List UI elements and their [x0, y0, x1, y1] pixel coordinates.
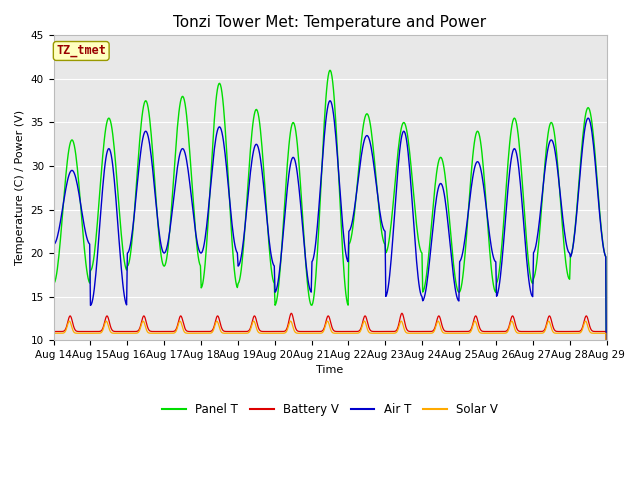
Solar V — [398, 319, 406, 325]
Panel T — [60, 199, 67, 205]
Panel T — [326, 68, 333, 73]
Battery V — [414, 329, 422, 335]
Air T — [60, 200, 67, 205]
Line: Battery V: Battery V — [54, 313, 607, 427]
Panel T — [202, 252, 210, 258]
Panel T — [414, 235, 422, 240]
Battery V — [60, 328, 67, 334]
Air T — [50, 241, 58, 247]
Solar V — [173, 327, 180, 333]
Battery V — [398, 311, 406, 316]
Air T — [398, 132, 406, 138]
Text: TZ_tmet: TZ_tmet — [56, 45, 106, 58]
Battery V — [397, 311, 405, 317]
Air T — [326, 98, 333, 104]
Line: Solar V: Solar V — [54, 321, 607, 427]
Title: Tonzi Tower Met: Temperature and Power: Tonzi Tower Met: Temperature and Power — [173, 15, 486, 30]
Solar V — [414, 330, 422, 336]
Battery V — [116, 329, 124, 335]
Panel T — [116, 222, 124, 228]
Air T — [173, 170, 180, 176]
Panel T — [173, 134, 180, 140]
Air T — [414, 275, 422, 280]
Solar V — [60, 330, 67, 336]
Panel T — [50, 281, 58, 287]
Y-axis label: Temperature (C) / Power (V): Temperature (C) / Power (V) — [15, 110, 25, 265]
Panel T — [398, 123, 406, 129]
Legend: Panel T, Battery V, Air T, Solar V: Panel T, Battery V, Air T, Solar V — [157, 398, 502, 420]
Air T — [116, 255, 124, 261]
Battery V — [202, 329, 210, 335]
Air T — [202, 230, 210, 236]
Air T — [603, 424, 611, 430]
Battery V — [50, 329, 58, 335]
Panel T — [603, 424, 611, 430]
Battery V — [603, 424, 611, 430]
X-axis label: Time: Time — [316, 365, 344, 375]
Solar V — [397, 318, 405, 324]
Solar V — [202, 330, 210, 336]
Solar V — [116, 330, 124, 336]
Solar V — [50, 330, 58, 336]
Line: Air T: Air T — [54, 101, 607, 427]
Solar V — [603, 424, 611, 430]
Battery V — [173, 325, 180, 331]
Line: Panel T: Panel T — [54, 71, 607, 427]
